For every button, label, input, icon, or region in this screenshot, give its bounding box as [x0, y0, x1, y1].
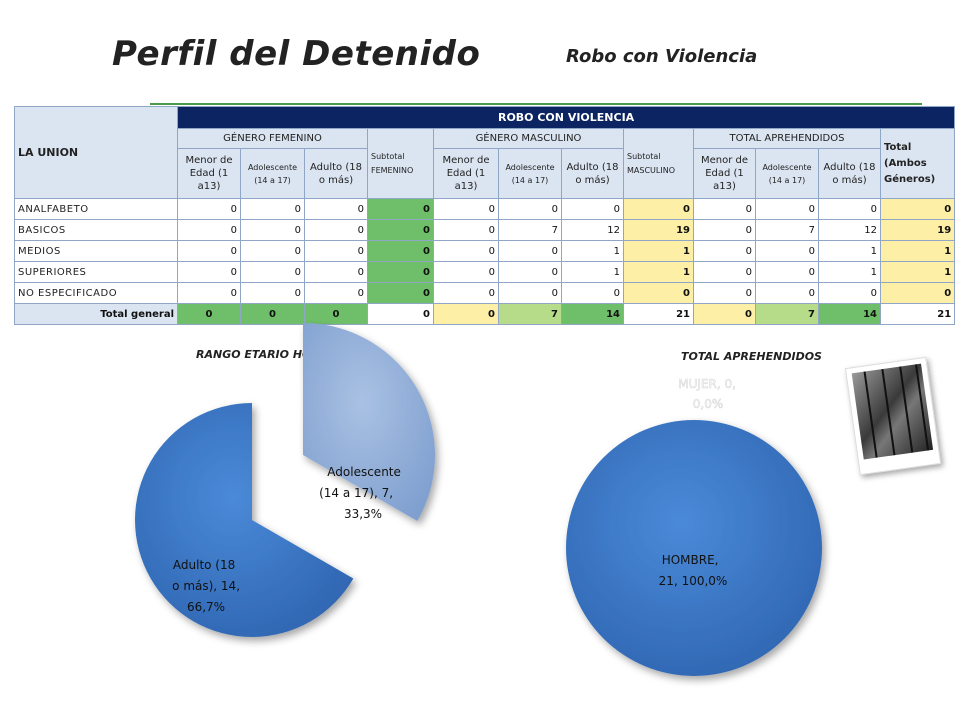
row-label: BASICOS [14, 219, 178, 241]
sub-minor-t: Menor de Edad (1 a13) [693, 148, 756, 199]
table-cell: 0 [879, 282, 956, 304]
sub-adolescent-m: Adolescente (14 a 17) [498, 148, 562, 199]
row-label: SUPERIORES [14, 261, 178, 283]
total-row: Total general 0 0 0 0 0 7 14 21 0 7 14 21 [14, 303, 956, 325]
table-cell: 0 [367, 282, 434, 304]
total-cell: 0 [177, 303, 241, 325]
pie2-slice-hombre [566, 420, 822, 676]
page-subtitle: Robo con Violencia [566, 46, 758, 67]
table-cell: 1 [623, 261, 694, 283]
sub-adult-m: Adulto (18 o más) [561, 148, 624, 199]
table-cell: 1 [818, 261, 881, 283]
header-divider [150, 103, 922, 105]
table-cell: 0 [433, 240, 499, 262]
grand-total-header: Total (Ambos Géneros) [879, 128, 956, 199]
total-cell: 14 [818, 303, 881, 325]
total-cell: 0 [433, 303, 499, 325]
table-cell: 0 [240, 219, 305, 241]
sub-adult-t: Adulto (18 o más) [818, 148, 881, 199]
table-cell: 0 [693, 261, 756, 283]
table-cell: 19 [879, 219, 956, 241]
table-cell: 0 [498, 261, 562, 283]
table-cell: 1 [879, 240, 956, 262]
group-total: TOTAL APREHENDIDOS [693, 128, 881, 149]
table-cell: 7 [498, 219, 562, 241]
table-cell: 1 [818, 240, 881, 262]
page-title: Perfil del Detenido [112, 34, 481, 74]
total-cell: 0 [367, 303, 434, 325]
row-label: ANALFABETO [14, 198, 178, 220]
total-cell: 0 [240, 303, 305, 325]
table-cell: 0 [498, 240, 562, 262]
pie1-label-adolescent: Adolescente (14 a 17), 7, 33,3% [319, 465, 405, 521]
male-subtotal-header: Subtotal MASCULINO [623, 128, 694, 199]
table-cell: 1 [561, 240, 624, 262]
table-cell: 0 [367, 219, 434, 241]
table-cell: 0 [240, 240, 305, 262]
table-cell: 0 [561, 282, 624, 304]
table-row: SUPERIORES 0 0 0 0 0 0 1 1 0 0 1 1 [14, 261, 956, 283]
total-cell: 0 [693, 303, 756, 325]
total-cell: 14 [561, 303, 624, 325]
total-cell: 0 [304, 303, 368, 325]
table-cell: 0 [177, 198, 241, 220]
pie1-slice-adult [135, 403, 354, 637]
table-cell: 0 [304, 198, 368, 220]
data-table: LA UNION ROBO CON VIOLENCIA GÉNERO FEMEN… [14, 106, 956, 325]
table-cell: 0 [755, 240, 819, 262]
pie2-label-hombre: HOMBRE, 21, 100,0% [659, 553, 728, 588]
table-cell: 0 [240, 261, 305, 283]
group-male: GÉNERO MASCULINO [433, 128, 624, 149]
table-cell: 0 [755, 261, 819, 283]
table-cell: 0 [177, 261, 241, 283]
table-cell: 0 [755, 198, 819, 220]
chart-title-total: TOTAL APREHENDIDOS [681, 350, 822, 363]
table-cell: 0 [693, 219, 756, 241]
table-cell: 0 [304, 282, 368, 304]
total-cell: 7 [755, 303, 819, 325]
table-cell: 0 [693, 282, 756, 304]
table-cell: 0 [367, 198, 434, 220]
sub-adolescent-f: Adolescente (14 a 17) [240, 148, 305, 199]
table-cell: 0 [693, 240, 756, 262]
total-cell: 7 [498, 303, 562, 325]
sub-adolescent-t: Adolescente (14 a 17) [755, 148, 819, 199]
table-cell: 0 [367, 240, 434, 262]
pie2-label-mujer: MUJER, 0, 0,0% [678, 377, 740, 411]
table-cell: 0 [304, 261, 368, 283]
pie-total-apprehended [566, 420, 822, 676]
table-cell: 1 [879, 261, 956, 283]
total-row-label: Total general [14, 303, 178, 325]
sub-adult-f: Adulto (18 o más) [304, 148, 368, 199]
pie1-slice-adolescent [303, 323, 435, 521]
table-row: BASICOS 0 0 0 0 0 7 12 19 0 7 12 19 [14, 219, 956, 241]
pie-age-range [135, 323, 435, 637]
table-cell: 7 [755, 219, 819, 241]
row-header: LA UNION [14, 106, 178, 199]
table-row: ANALFABETO 0 0 0 0 0 0 0 0 0 0 0 0 [14, 198, 956, 220]
table-cell: 12 [561, 219, 624, 241]
table-cell: 0 [433, 198, 499, 220]
table-cell: 0 [433, 282, 499, 304]
table-cell: 12 [818, 219, 881, 241]
pie1-label-adult: Adulto (18 o más), 14, 66,7% [172, 558, 244, 614]
prisoner-photo [844, 356, 942, 476]
sub-minor-f: Menor de Edad (1 a13) [177, 148, 241, 199]
total-cell: 21 [879, 303, 956, 325]
table-row: MEDIOS 0 0 0 0 0 0 1 1 0 0 1 1 [14, 240, 956, 262]
table-cell: 19 [623, 219, 694, 241]
table-cell: 0 [623, 198, 694, 220]
photo-image [851, 363, 934, 460]
table-cell: 0 [818, 282, 881, 304]
